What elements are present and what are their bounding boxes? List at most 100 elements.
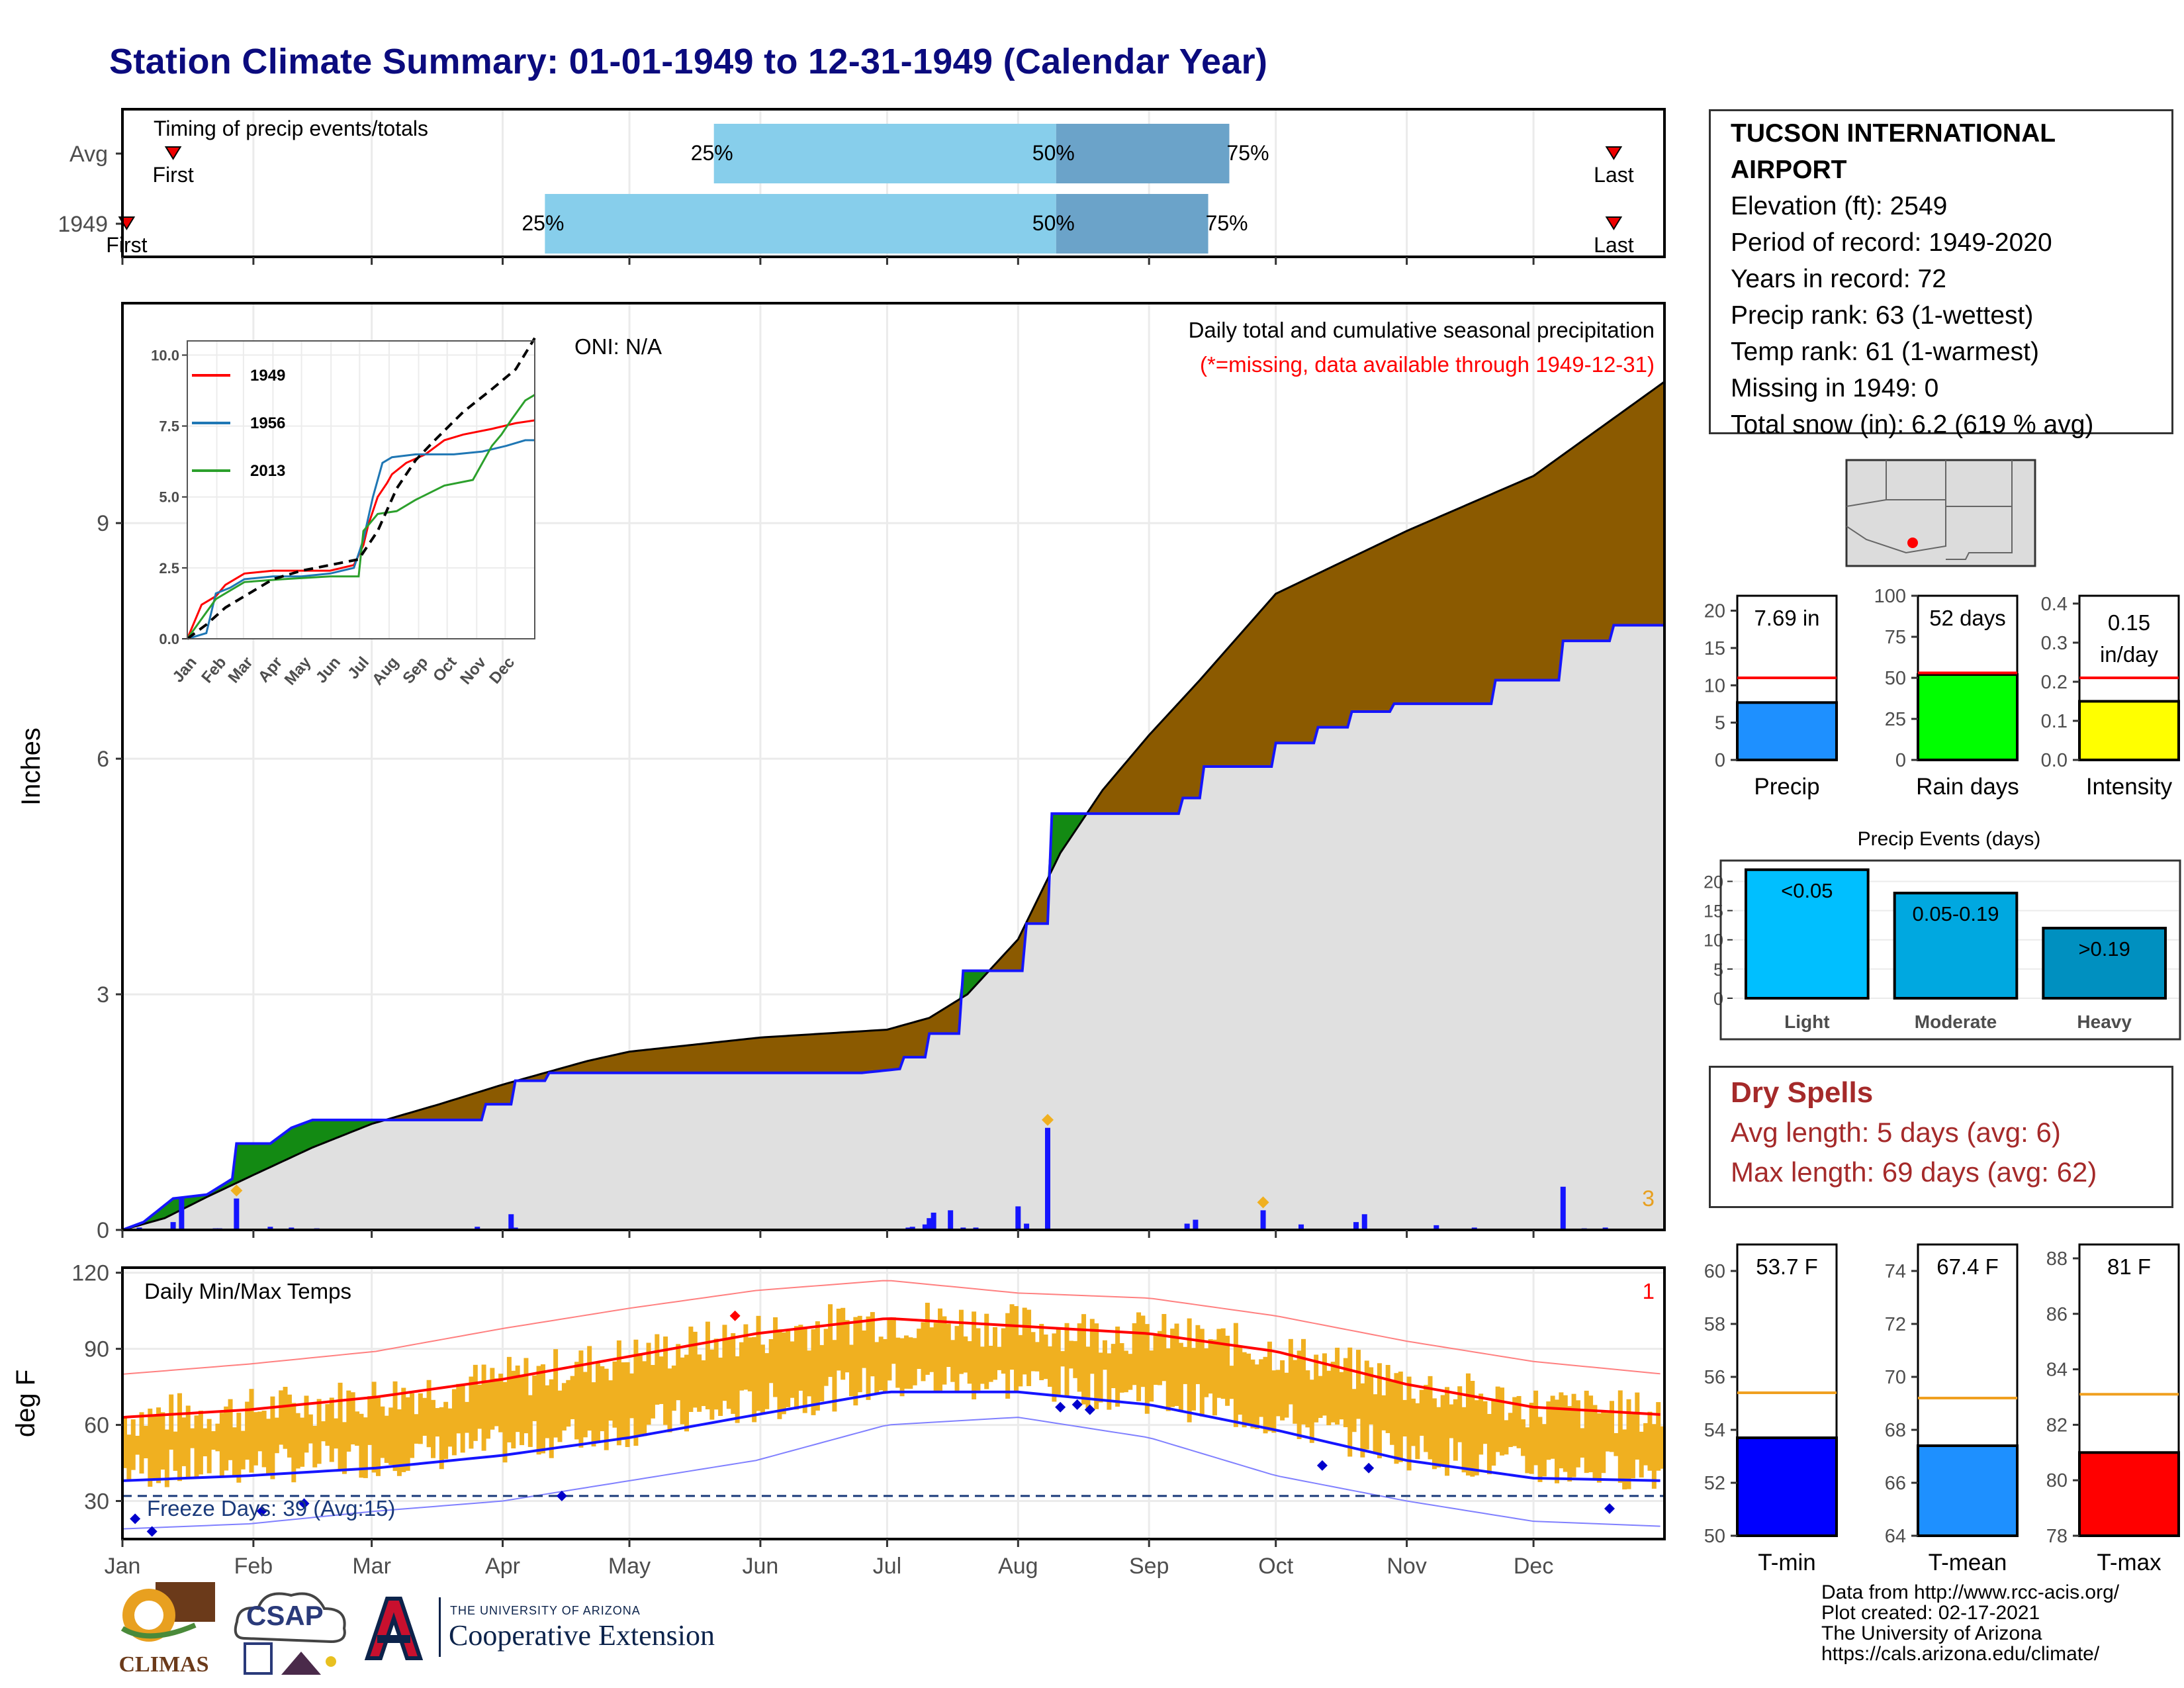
temps-daily-bar [1195,1325,1201,1384]
temps-daily-bar [1457,1386,1463,1442]
temps-daily-bar [143,1426,148,1459]
temps-daily-bar [1347,1347,1353,1457]
temps-daily-bar [1482,1401,1488,1444]
temps-daily-bar [1284,1372,1289,1418]
tmean-y-tick-label: 74 [1885,1261,1906,1282]
temps-daily-bar [807,1350,812,1397]
temps-daily-bar [380,1406,385,1458]
temps-daily-bar [520,1376,525,1446]
oni-label: ONI: N/A [574,334,662,359]
temps-daily-bar [731,1333,736,1414]
station-missing: Missing in 1949: 0 [1731,374,1939,402]
rain_days-bar [1917,673,2019,761]
temps-daily-bar [705,1321,710,1410]
temps-daily-bar [1052,1333,1057,1402]
temps-daily-bar [130,1419,136,1470]
temps-daily-bar [836,1308,841,1371]
temps-daily-bar [958,1309,964,1374]
temps-daily-bar [819,1344,825,1402]
timing-pct-label: 25% [691,141,733,165]
events-bar [2042,927,2167,1000]
intensity-y-tick-label: 0.3 [2041,633,2068,654]
temps-daily-bar [169,1394,174,1450]
temps-daily-bar [477,1384,482,1429]
temps-daily-bar [148,1408,153,1487]
precip_total-value-label: 7.69 in [1754,606,1819,630]
tmean-y-tick-label: 66 [1885,1473,1906,1494]
temps-daily-bar [160,1412,165,1470]
timing-pct-label: 50% [1032,141,1075,165]
timing-first-label: First [153,163,194,187]
timing-pct-label: 75% [1226,141,1269,165]
temps-y-tick-label: 30 [84,1489,109,1515]
temps-daily-bar [633,1339,639,1446]
temps-daily-bar [396,1409,402,1476]
temps-daily-bar [1030,1332,1036,1372]
temps-daily-bar [1335,1347,1340,1425]
events-category-label: Heavy [2077,1011,2132,1032]
temps-daily-bar [739,1342,744,1391]
temps-daily-bar [1165,1348,1171,1411]
tmax-y-tick-label: 88 [2046,1248,2068,1270]
temps-daily-bar [515,1365,520,1432]
temps-y-tick-label: 60 [84,1413,109,1438]
temps-daily-bar [903,1335,909,1389]
tmax-value-label: 81 F [2107,1254,2151,1279]
events-bar-label: 0.05-0.19 [1913,902,1999,925]
temps-daily-bar [1107,1353,1112,1410]
temps-daily-bar [1364,1360,1369,1450]
precip-subtitle: (*=missing, data available through 1949-… [1200,352,1655,377]
temps-daily-bar [578,1350,584,1448]
temps-daily-bar [1022,1307,1027,1375]
temps-daily-bar [650,1364,655,1419]
temps-daily-bar [1009,1304,1015,1370]
precip-y-tick-label: 0 [97,1218,109,1243]
temps-record-min-line [122,1417,1661,1530]
temps-daily-bar [747,1337,752,1391]
temps-daily-bar [506,1356,512,1442]
temps-daily-bar [844,1320,850,1373]
inset-border [187,340,535,639]
temps-daily-bar [431,1399,435,1458]
dry-spells-max: Max length: 69 days (avg: 62) [1731,1156,2097,1188]
temps-daily-bar [1246,1353,1251,1425]
precip-y-tick-label: 6 [97,747,109,772]
temps-daily-bar [363,1417,368,1478]
precip-deficit-area [122,381,1664,1230]
precip-daily-bar [475,1227,480,1230]
temps-daily-bar [1085,1346,1091,1409]
temps-daily-bar [832,1340,837,1412]
intensity-bar [2078,700,2180,762]
timing-pct-label: 75% [1206,211,1248,235]
tmax-y-tick-label: 78 [2046,1526,2068,1547]
temps-daily-bar [764,1353,770,1409]
precip-daily-bar [948,1210,954,1230]
rain_days-value-label: 52 days [1929,606,2006,630]
temps-daily-bar [848,1344,854,1397]
rain_days-y-tick-label: 0 [1895,750,1906,771]
temps-daily-bar [582,1372,588,1438]
temps-daily-bar [637,1353,643,1435]
temps-daily-bar [1005,1313,1011,1399]
temps-daily-bar [1626,1399,1631,1489]
temps-daily-bar [1614,1432,1619,1456]
temps-daily-bar [371,1382,377,1473]
temps-daily-bar [346,1390,351,1452]
temps-daily-bar [1034,1342,1040,1372]
temps-daily-bar [126,1434,132,1481]
temps-daily-bar [549,1379,554,1458]
temps-daily-bar [1588,1395,1594,1473]
temps-daily-bar [891,1317,896,1364]
temps-daily-bar [1622,1429,1627,1490]
temps-daily-bar [414,1414,419,1444]
temps-daily-bar [1178,1342,1183,1411]
temps-daily-bar [1520,1419,1525,1456]
temps-daily-bar [1254,1364,1259,1429]
temps-daily-bar [984,1313,989,1389]
precip_total-x-label: Precip [1754,774,1819,800]
dry-spells-panel: Dry Spells Avg length: 5 days (avg: 6) M… [1709,1066,2173,1208]
temps-daily-bar [1575,1400,1580,1468]
events-y-tick-label: 5 [1713,960,1723,980]
temps-daily-bar [760,1344,765,1415]
station-period: Period of record: 1949-2020 [1731,228,2052,257]
